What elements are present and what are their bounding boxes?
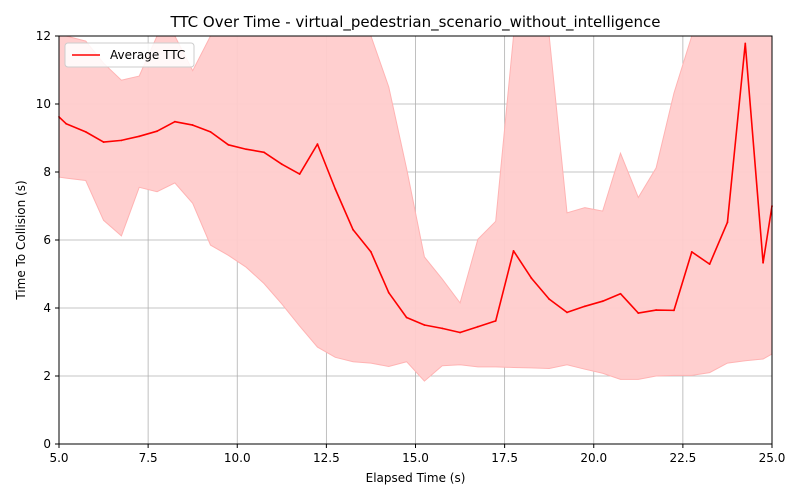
y-tick-label: 4	[43, 301, 51, 315]
average-ttc-point	[405, 316, 408, 319]
average-ttc-point	[316, 143, 319, 146]
average-ttc-point	[476, 325, 479, 328]
y-tick-label: 10	[36, 97, 51, 111]
x-tick-label: 12.5	[313, 451, 340, 465]
x-tick-label: 22.5	[670, 451, 697, 465]
average-ttc-point	[637, 312, 640, 314]
y-tick-label: 12	[36, 29, 51, 43]
x-tick-label: 20.0	[580, 451, 607, 465]
average-ttc-point	[423, 324, 426, 326]
average-ttc-point	[65, 122, 68, 125]
average-ttc-point	[280, 163, 283, 166]
average-ttc-point	[191, 124, 194, 126]
average-ttc-point	[84, 130, 87, 133]
y-tick-label: 2	[43, 369, 51, 383]
average-ttc-point	[227, 143, 230, 146]
average-ttc-point	[548, 298, 551, 301]
average-ttc-line	[58, 42, 773, 334]
average-ttc-point	[673, 309, 675, 312]
average-ttc-point	[494, 320, 497, 322]
average-ttc-point	[370, 251, 372, 253]
average-ttc-point	[601, 300, 604, 303]
x-tick-label: 15.0	[402, 451, 429, 465]
x-axis-label: Elapsed Time (s)	[366, 471, 466, 485]
legend-box	[64, 42, 195, 68]
average-ttc-point	[690, 251, 693, 253]
average-ttc-point	[263, 151, 265, 154]
x-tick-label: 25.0	[759, 451, 786, 465]
average-ttc-point	[352, 228, 355, 231]
average-ttc-point	[387, 291, 390, 294]
y-axis-label: Time To Collision (s)	[14, 180, 28, 300]
average-ttc-point	[512, 249, 515, 252]
legend: Average TTC	[64, 42, 195, 68]
x-tick-label: 7.5	[139, 451, 158, 465]
average-ttc-point	[156, 130, 158, 133]
y-tick-label: 0	[43, 437, 51, 451]
average-ttc-point	[530, 277, 533, 279]
average-ttc-point	[762, 261, 764, 264]
average-ttc-point	[566, 311, 568, 314]
average-ttc-point	[744, 42, 747, 45]
average-ttc-point	[655, 309, 658, 311]
average-ttc-point	[441, 327, 444, 330]
y-tick-label: 6	[43, 233, 51, 247]
average-ttc-point	[102, 141, 105, 143]
average-ttc-point	[726, 221, 729, 224]
x-tick-label: 17.5	[491, 451, 518, 465]
legend-label: Average TTC	[110, 48, 185, 62]
chart-title: TTC Over Time - virtual_pedestrian_scena…	[169, 13, 660, 32]
average-ttc-point	[619, 292, 622, 295]
average-ttc-point	[120, 139, 123, 142]
x-tick-label: 10.0	[224, 451, 251, 465]
average-ttc-point	[245, 148, 248, 151]
average-ttc-point	[298, 173, 301, 175]
average-ttc-point	[173, 120, 176, 123]
average-ttc-point	[708, 263, 711, 266]
x-tick-label: 5.0	[49, 451, 68, 465]
y-tick-label: 8	[43, 165, 51, 179]
average-ttc-point	[334, 188, 337, 190]
average-ttc-point	[209, 130, 212, 133]
average-ttc-point	[583, 305, 586, 308]
x-axis-ticks: 5.0 7.5 10.0 12.5 15.0 17.5 20.0 22.5 25.0	[49, 444, 785, 465]
average-ttc-point	[138, 135, 141, 138]
y-axis-ticks: 0 2 4 6 8 10 12	[36, 29, 59, 451]
average-ttc-points	[58, 42, 773, 334]
average-ttc-point	[459, 331, 461, 334]
